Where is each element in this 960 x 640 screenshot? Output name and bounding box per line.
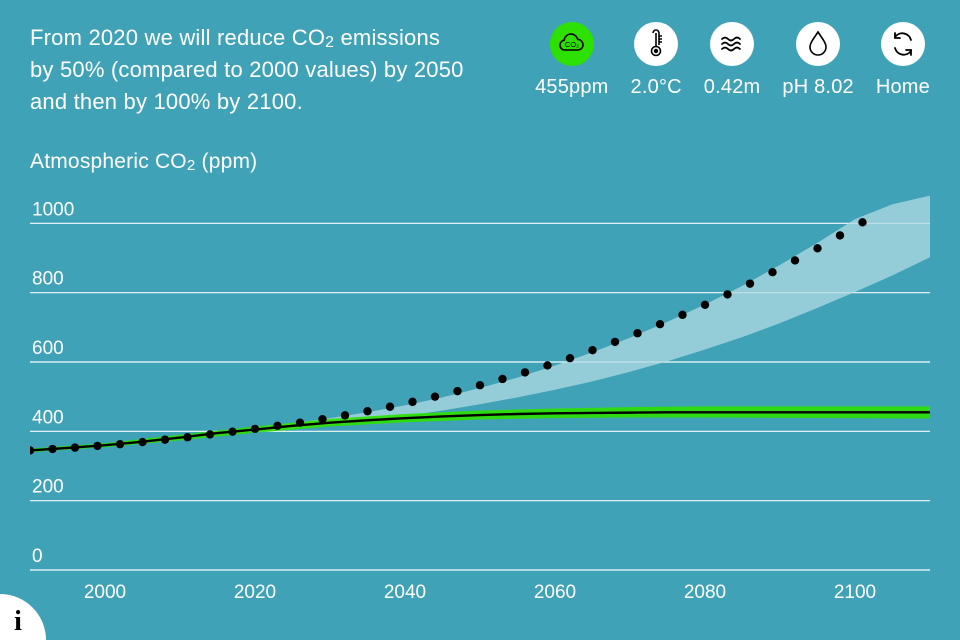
waves-icon (710, 22, 754, 66)
info-icon: i (14, 606, 22, 638)
droplet-icon (796, 22, 840, 66)
scenario-description: From 2020 we will reduce CO2 emissions b… (30, 22, 470, 118)
svg-text:2040: 2040 (384, 582, 426, 603)
chart-title: Atmospheric CO2 (ppm) (30, 150, 930, 174)
metric-label-home: Home (876, 76, 930, 99)
metric-label-temp: 2.0°C (631, 76, 682, 99)
svg-text:600: 600 (32, 338, 64, 359)
metric-label-ph: pH 8.02 (782, 76, 853, 99)
refresh-icon (881, 22, 925, 66)
svg-text:0: 0 (32, 546, 43, 567)
svg-text:400: 400 (32, 407, 64, 428)
metric-sea[interactable]: 0.42m (704, 22, 761, 99)
metric-ph[interactable]: pH 8.02 (782, 22, 853, 99)
metrics-bar: CO₂ 455ppm 2.0°C 0.42m pH 8.02 Home (535, 22, 930, 99)
svg-text:2020: 2020 (234, 582, 276, 603)
svg-text:1000: 1000 (32, 199, 74, 220)
svg-text:200: 200 (32, 477, 64, 498)
metric-home[interactable]: Home (876, 22, 930, 99)
co2-icon: CO₂ (550, 22, 594, 66)
svg-text:2080: 2080 (684, 582, 726, 603)
svg-text:2060: 2060 (534, 582, 576, 603)
metric-label-co2: 455ppm (535, 76, 608, 99)
svg-text:2000: 2000 (84, 582, 126, 603)
thermometer-icon (634, 22, 678, 66)
metric-label-sea: 0.42m (704, 76, 761, 99)
co2-chart: 0 200 400 600 800 1000 2000 2020 2040 2060 2080 210… (30, 186, 930, 616)
svg-text:2100: 2100 (834, 582, 876, 603)
metric-temp[interactable]: 2.0°C (631, 22, 682, 99)
svg-text:800: 800 (32, 269, 64, 290)
svg-text:CO₂: CO₂ (565, 40, 579, 49)
metric-co2[interactable]: CO₂ 455ppm (535, 22, 608, 99)
